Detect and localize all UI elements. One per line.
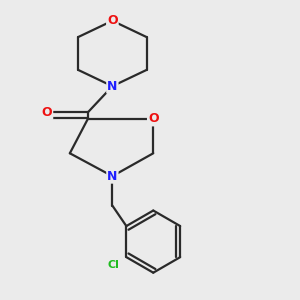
Text: Cl: Cl: [108, 260, 119, 269]
Text: N: N: [107, 170, 118, 183]
Text: O: O: [148, 112, 159, 125]
Text: O: O: [107, 14, 118, 27]
Text: N: N: [107, 80, 118, 93]
Text: O: O: [42, 106, 52, 119]
